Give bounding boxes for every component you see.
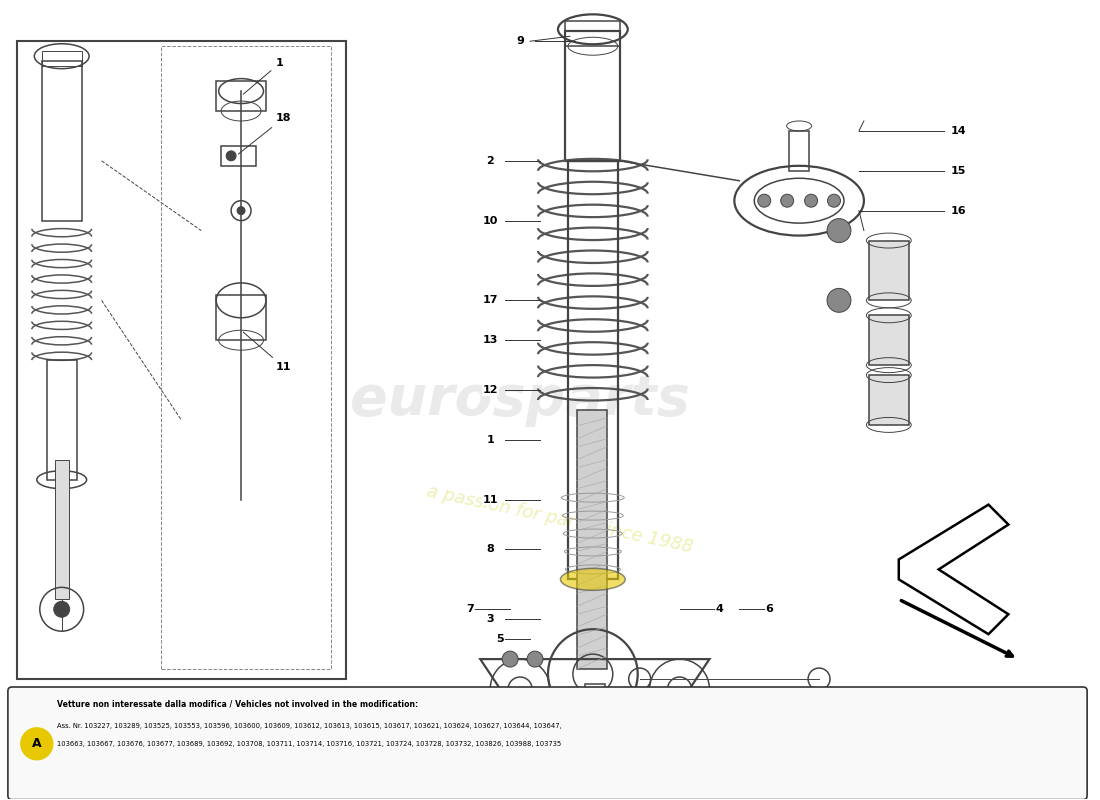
- Text: 14: 14: [950, 126, 967, 136]
- Circle shape: [227, 151, 236, 161]
- Bar: [42, 51, 81, 66]
- Text: 103663, 103667, 103676, 103677, 103689, 103692, 103708, 103711, 103714, 103716, : 103663, 103667, 103676, 103677, 103689, …: [57, 741, 561, 747]
- Circle shape: [758, 194, 771, 207]
- Bar: [55, 460, 68, 599]
- Bar: [585, 684, 605, 769]
- Text: 11: 11: [483, 494, 498, 505]
- Circle shape: [503, 651, 518, 667]
- Bar: [568, 161, 618, 579]
- Bar: [869, 241, 909, 300]
- Text: 15: 15: [950, 166, 966, 176]
- Text: 16: 16: [950, 206, 967, 216]
- Text: 10: 10: [483, 216, 498, 226]
- Circle shape: [781, 194, 794, 207]
- Text: 5: 5: [496, 634, 504, 644]
- Text: 18: 18: [239, 113, 292, 154]
- Ellipse shape: [561, 569, 625, 590]
- Bar: [221, 146, 256, 166]
- Text: 17: 17: [483, 295, 498, 306]
- Bar: [576, 410, 607, 669]
- Circle shape: [238, 206, 245, 214]
- Text: 7: 7: [466, 604, 474, 614]
- Text: 9: 9: [516, 36, 524, 46]
- Circle shape: [527, 651, 543, 667]
- Bar: [869, 375, 909, 425]
- Bar: [217, 295, 266, 340]
- Text: Ass. Nr. 103227, 103289, 103525, 103553, 103596, 103600, 103609, 103612, 103613,: Ass. Nr. 103227, 103289, 103525, 103553,…: [57, 723, 561, 729]
- Circle shape: [54, 602, 69, 618]
- Text: 2: 2: [486, 156, 494, 166]
- Text: 13: 13: [483, 335, 498, 346]
- Bar: [869, 315, 909, 365]
- Bar: [565, 22, 619, 46]
- Text: 12: 12: [483, 385, 498, 395]
- Bar: [217, 81, 266, 111]
- Circle shape: [827, 194, 840, 207]
- Bar: [565, 31, 619, 161]
- Bar: [47, 360, 77, 480]
- Text: a passion for parts since 1988: a passion for parts since 1988: [425, 482, 695, 557]
- Text: 8: 8: [486, 545, 494, 554]
- Circle shape: [21, 728, 53, 760]
- Circle shape: [827, 288, 851, 312]
- Text: 4: 4: [715, 604, 724, 614]
- Circle shape: [827, 218, 851, 242]
- Text: eurosparts: eurosparts: [350, 373, 690, 427]
- FancyBboxPatch shape: [16, 42, 345, 679]
- Text: 1: 1: [486, 435, 494, 445]
- Circle shape: [804, 194, 817, 207]
- Bar: [789, 131, 810, 170]
- Text: Vetture non interessate dalla modifica / Vehicles not involved in the modificati: Vetture non interessate dalla modifica /…: [57, 699, 418, 709]
- Text: 1: 1: [243, 58, 284, 94]
- Bar: [42, 61, 81, 221]
- FancyBboxPatch shape: [8, 687, 1087, 800]
- Text: 6: 6: [766, 604, 773, 614]
- Text: 3: 3: [486, 614, 494, 624]
- Text: 11: 11: [243, 332, 292, 372]
- Text: A: A: [32, 738, 42, 750]
